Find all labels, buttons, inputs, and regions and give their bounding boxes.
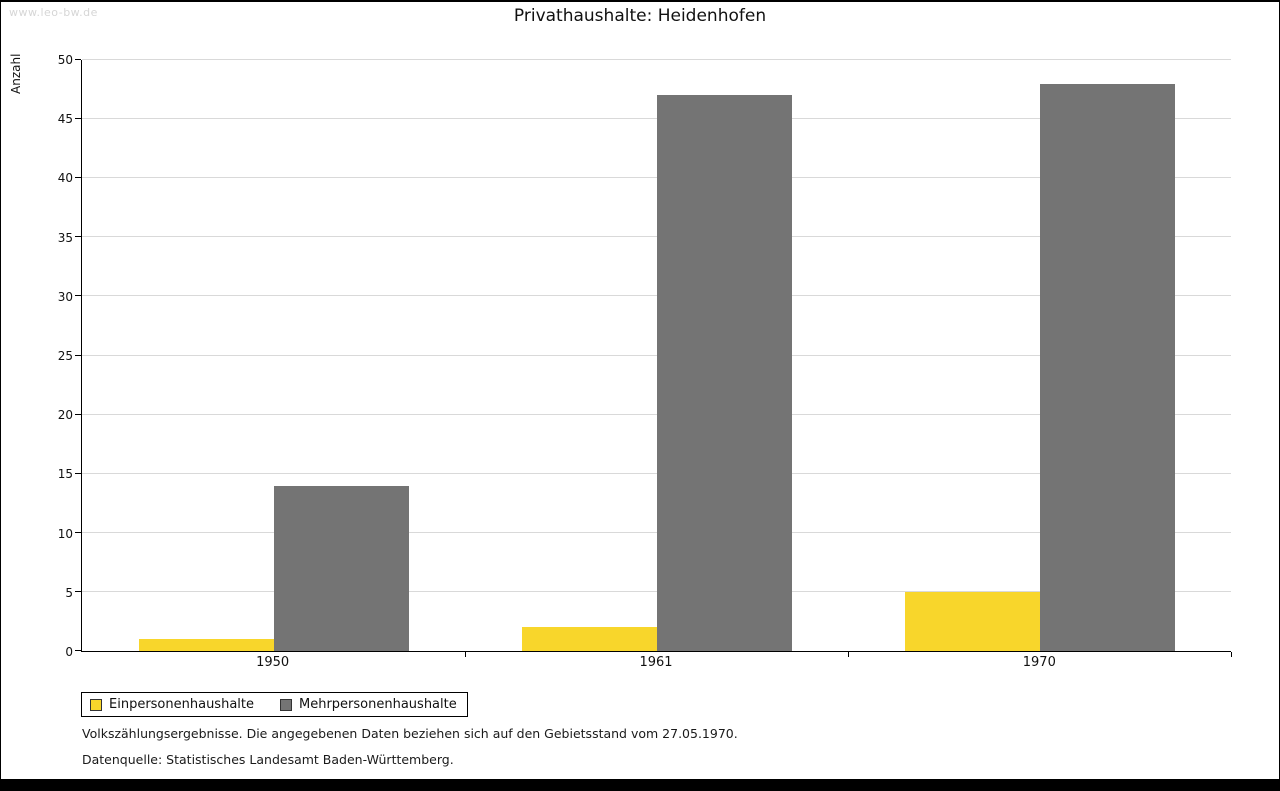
gridline-y-50 [82,59,1231,60]
bar-1961-mehrpersonenhaushalte [656,95,792,651]
y-tick-mark-45 [75,118,81,120]
bar-group-1970 [848,60,1231,651]
bar-1950-einpersonenhaushalte [138,639,274,651]
footnote-datenquelle: Datenquelle: Statistisches Landesamt Bad… [82,752,454,767]
x-tick-mark-1 [465,652,466,657]
y-tick-label-40: 40 [57,171,73,186]
y-tick-label-10: 10 [57,526,73,541]
x-axis-category-labels: 1950 1961 1970 [81,655,1231,673]
bar-1961-einpersonenhaushalte [521,627,657,651]
legend-swatch-icon [280,698,292,711]
legend-entry-einpersonenhaushalte: Einpersonenhaushalte [90,697,254,712]
y-tick-label-0: 0 [65,645,73,659]
y-tick-mark-20 [75,413,81,415]
bar-1970-einpersonenhaushalte [904,591,1040,651]
y-tick-label-20: 20 [57,408,73,423]
legend-label: Einpersonenhaushalte [109,697,254,712]
footnote-gebietsstand: Volkszählungsergebnisse. Die angegebenen… [82,726,738,741]
legend: Einpersonenhaushalte Mehrpersonenhaushalt… [81,692,468,717]
y-tick-label-15: 15 [57,467,73,482]
y-tick-label-30: 30 [57,289,73,304]
y-tick-mark-40 [75,177,81,179]
y-tick-mark-30 [75,295,81,297]
chart-title: Privathaushalte: Heidenhofen [513,6,767,26]
y-tick-label-50: 50 [57,53,73,67]
y-tick-label-45: 45 [57,112,73,127]
y-tick-mark-15 [75,472,81,474]
y-tick-mark-0 [75,650,81,651]
y-tick-mark-10 [75,531,81,533]
y-axis-title: Anzahl [9,53,23,94]
x-tick-mark-2 [848,652,849,657]
footnotes: Volkszählungsergebnisse. Die angegebenen… [82,726,738,778]
y-tick-mark-5 [75,590,81,592]
x-category-label-1961: 1961 [639,655,673,670]
y-tick-label-25: 25 [57,349,73,363]
bar-group-1950 [82,60,465,651]
y-tick-mark-50 [75,59,81,60]
bar-group-1961 [465,60,848,651]
legend-swatch-icon [90,698,102,711]
y-axis-tick-labels: 0 5 10 15 20 25 30 35 40 45 50 [41,53,73,659]
x-category-label-1950: 1950 [256,655,290,670]
y-tick-mark-35 [75,236,81,238]
plot-area [75,59,1232,657]
legend-label: Mehrpersonenhaushalte [299,697,457,712]
bar-1950-mehrpersonenhaushalte [273,485,409,651]
y-tick-label-5: 5 [65,585,73,600]
y-tick-mark-25 [75,354,81,356]
legend-entry-mehrpersonenhaushalte: Mehrpersonenhaushalte [280,697,457,712]
bar-1970-mehrpersonenhaushalte [1039,83,1175,651]
watermark: www.leo-bw.de [9,6,98,19]
y-tick-label-35: 35 [57,230,73,245]
x-category-label-1970: 1970 [1022,655,1056,670]
x-tick-mark-3 [1231,652,1232,657]
